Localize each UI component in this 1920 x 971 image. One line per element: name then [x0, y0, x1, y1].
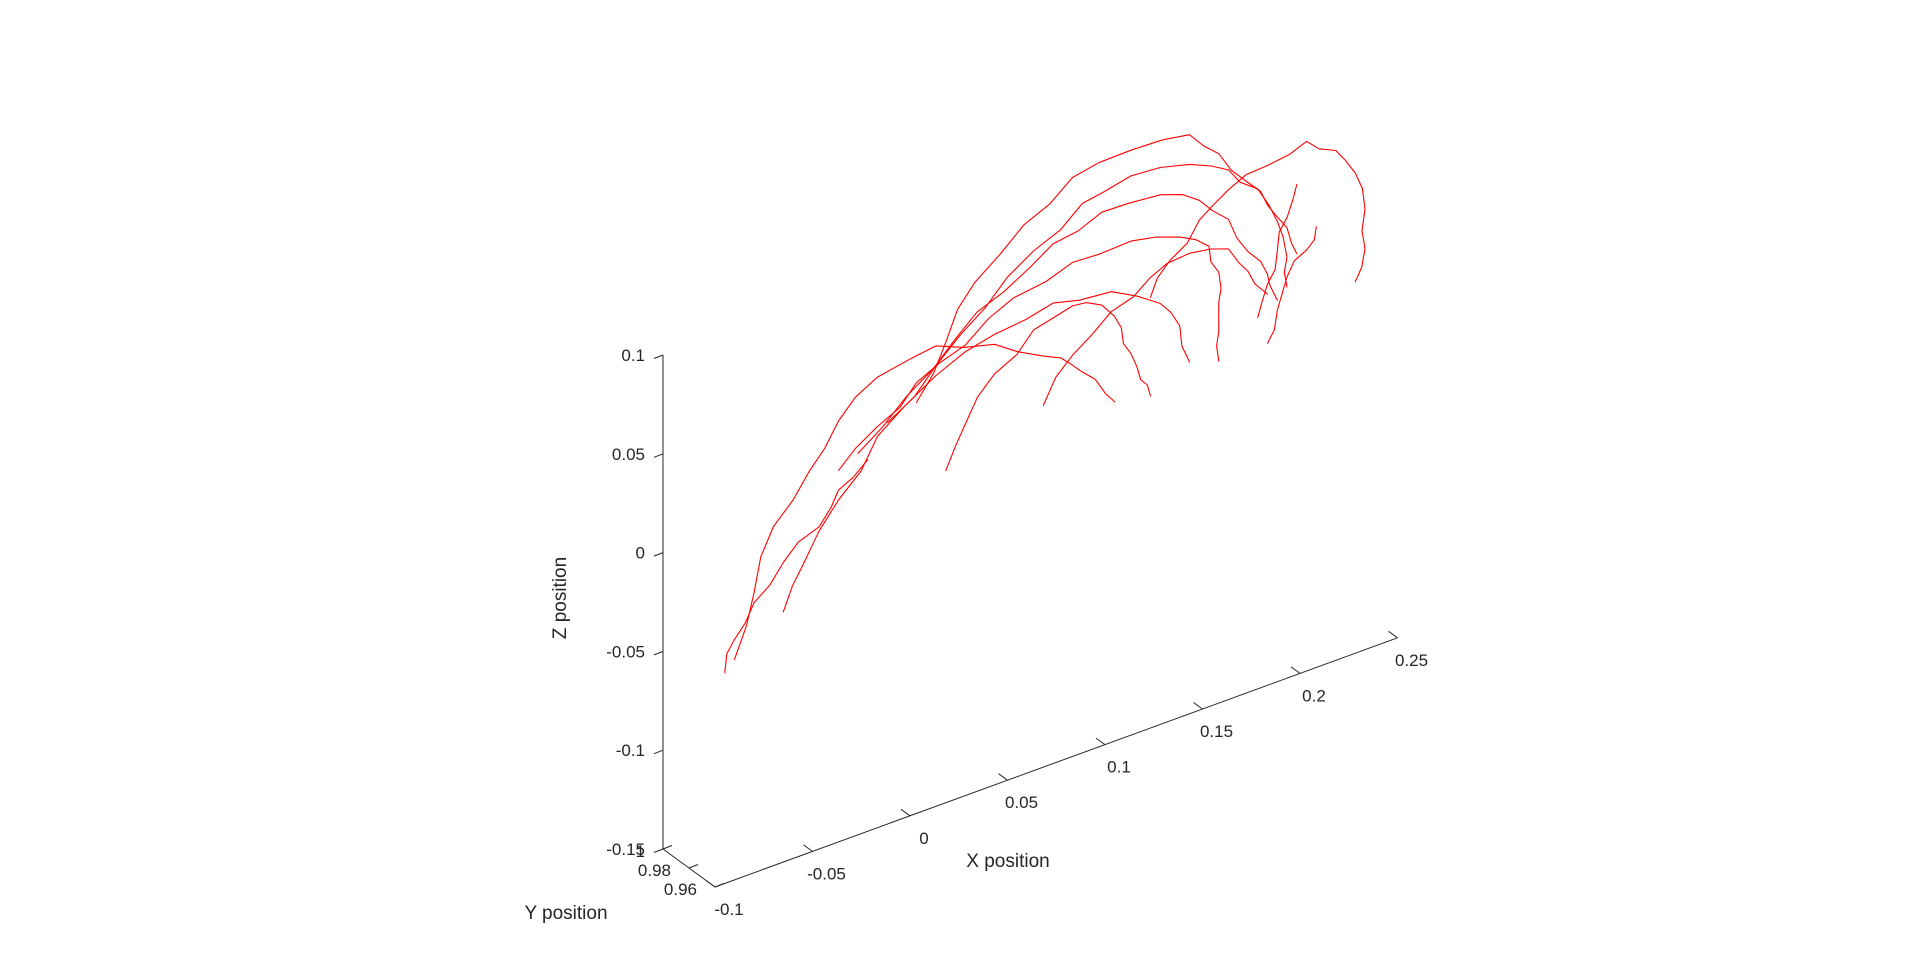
y-axis-label: Y position: [524, 903, 607, 924]
trajectory-line-12: [1266, 226, 1317, 344]
x-tick-mark: [1193, 702, 1203, 710]
y-tick-mark: [662, 845, 673, 850]
y-tick-label: 1: [636, 842, 645, 861]
x-tick-label: 0.15: [1200, 722, 1233, 741]
x-tick-label: 0.05: [1005, 793, 1038, 812]
z-tick-mark: [653, 749, 664, 755]
y-tick-label: 0.98: [638, 861, 671, 880]
trajectory-line-1: [733, 343, 1116, 660]
x-tick-mark: [705, 880, 716, 888]
z-tick-mark: [653, 848, 664, 853]
x-tick-label: 0.1: [1107, 758, 1131, 777]
z-tick-label: -0.05: [606, 642, 645, 661]
y-tick-mark: [714, 883, 725, 888]
z-tick-label: 0.1: [621, 346, 645, 365]
x-tick-mark: [998, 773, 1008, 781]
z-tick-mark: [653, 552, 664, 557]
x-tick-label: -0.05: [807, 864, 846, 883]
y-tick-label: 0.96: [664, 880, 697, 899]
x-tick-label: 0.2: [1302, 686, 1326, 705]
trajectory-line-5: [857, 194, 1278, 454]
trajectory-line-4: [837, 236, 1222, 471]
axes: -0.15 -0.1 -0.05 0 0.05 0.1 -0.1 -0.05 0 0.05 0.1 0…: [606, 346, 1428, 919]
z-tick-label: -0.15: [606, 840, 645, 859]
trajectory-line-2: [782, 291, 1191, 613]
x-tick-label: -0.1: [714, 900, 743, 919]
x-tick-mark: [1290, 666, 1301, 674]
z-tick-mark: [653, 453, 664, 458]
x-tick-label: 0: [919, 829, 928, 848]
trajectory-line-9: [1042, 248, 1269, 407]
data-traces: [724, 134, 1366, 674]
x-tick-mark: [803, 844, 813, 852]
z-tick-mark: [653, 354, 664, 359]
z-axis-label: Z position: [550, 557, 571, 639]
trajectory-line-11: [1257, 183, 1298, 318]
y-tick-mark: [688, 864, 699, 869]
x-tick-mark: [1388, 630, 1398, 639]
x-tick-label: 0.25: [1395, 651, 1428, 670]
x-axis-line: [714, 637, 1398, 888]
x-tick-mark: [1095, 737, 1106, 746]
z-tick-mark: [653, 650, 664, 656]
z-tick-label: 0: [636, 544, 645, 563]
z-tick-label: 0.05: [612, 445, 645, 464]
x-axis-label: X position: [966, 851, 1049, 872]
trajectory-line-3: [724, 459, 869, 674]
z-tick-label: -0.1: [616, 741, 645, 760]
trajectory-line-8: [945, 302, 1152, 472]
trajectory-line-10: [1149, 140, 1366, 298]
trajectory-line-7: [915, 134, 1298, 403]
trajectory-line-6: [886, 163, 1288, 424]
x-tick-mark: [900, 808, 911, 817]
